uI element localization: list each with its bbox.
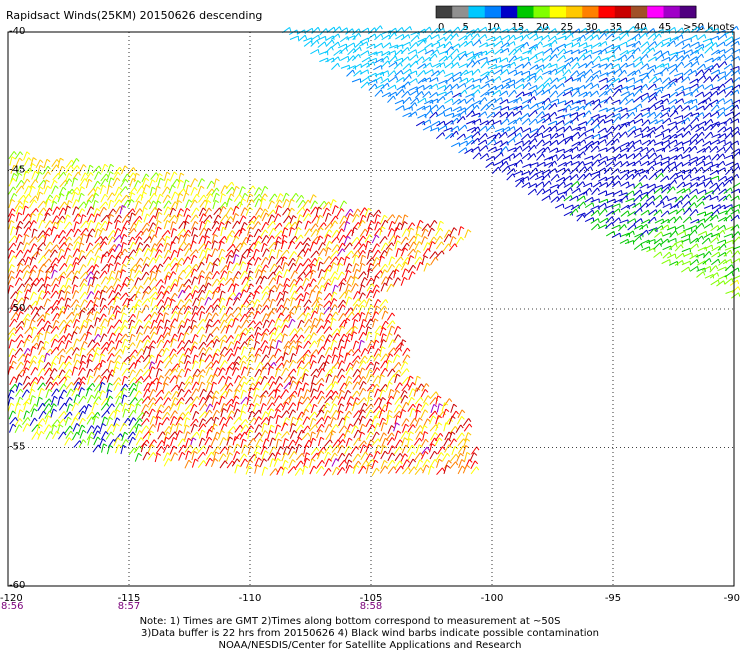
- upper-right-swath: [282, 26, 740, 299]
- colorbar-swatch: [452, 6, 469, 18]
- latitude-label: -60: [9, 580, 25, 591]
- latitude-label: -50: [9, 303, 25, 314]
- colorbar-swatch: [615, 6, 632, 18]
- time-labels: 8:56 8:57 8:58: [1, 601, 382, 612]
- latitude-label: -45: [9, 165, 25, 176]
- latitude-label: -55: [9, 442, 25, 453]
- colorbar-label: 5: [463, 22, 469, 33]
- note-line-3: NOAA/NESDIS/Center for Satellite Applica…: [0, 640, 740, 651]
- colorbar-swatch: [501, 6, 518, 18]
- colorbar-swatch: [566, 6, 583, 18]
- lower-left-swath: [8, 151, 479, 476]
- longitude-label: -90: [724, 593, 740, 604]
- colorbar-swatch: [469, 6, 486, 18]
- time-label: 8:57: [118, 601, 140, 612]
- longitude-label: -110: [239, 593, 262, 604]
- colorbar-swatch: [599, 6, 616, 18]
- colorbar-swatch: [664, 6, 681, 18]
- note-line-1: Note: 1) Times are GMT 2)Times along bot…: [0, 616, 720, 627]
- colorbar-label: >50 knots: [683, 22, 735, 33]
- time-label: 8:56: [1, 601, 23, 612]
- colorbar-swatch: [436, 6, 453, 18]
- wind-barb-swaths: [8, 26, 740, 476]
- colorbar-swatch: [550, 6, 567, 18]
- colorbar-swatch: [631, 6, 648, 18]
- colorbar-swatch: [485, 6, 502, 18]
- longitude-label: -95: [605, 593, 621, 604]
- colorbar-swatch: [582, 6, 599, 18]
- time-label: 8:58: [360, 601, 382, 612]
- colorbar-swatch: [647, 6, 664, 18]
- longitude-label: -100: [481, 593, 504, 604]
- colorbar-swatch: [534, 6, 551, 18]
- note-line-2: 3)Data buffer is 22 hrs from 20150626 4)…: [0, 628, 740, 639]
- colorbar-swatch: [517, 6, 534, 18]
- colorbar-swatch: [680, 6, 697, 18]
- latitude-label: -40: [9, 26, 25, 37]
- latitude-tick-labels: -40 -45 -50 -55 -60: [9, 26, 25, 591]
